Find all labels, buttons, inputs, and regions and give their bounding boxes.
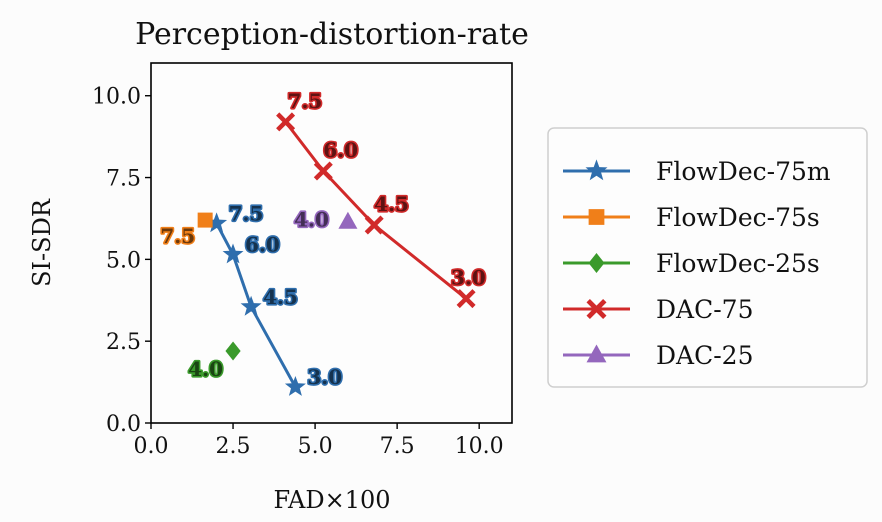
series-line <box>215 222 297 388</box>
x-tick-label: 5.0 <box>298 434 333 459</box>
data-label: 4.5 <box>263 285 298 309</box>
series-line <box>284 120 468 300</box>
legend-entry: FlowDec-75m <box>563 157 831 186</box>
data-label: 4.5 <box>374 192 409 216</box>
data-label: 7.5 <box>288 89 323 113</box>
legend-marker <box>586 299 607 319</box>
legend-box <box>547 127 868 388</box>
data-label: 4.0 <box>294 208 329 232</box>
data-point <box>206 212 228 233</box>
legend-label: DAC-75 <box>656 295 754 324</box>
data-label: 7.5 <box>229 201 264 225</box>
legend-marker <box>588 209 605 225</box>
legend-marker <box>585 159 608 181</box>
plot-area <box>150 62 513 424</box>
x-tick-label: 7.5 <box>380 434 415 459</box>
chart-title: Perception-distortion-rate <box>135 17 529 52</box>
legend-entry: DAC-75 <box>563 295 754 324</box>
y-tick-label: 5.0 <box>106 248 141 273</box>
legend: FlowDec-75m FlowDec-75s FlowDec-25s DAC-75 D… <box>547 127 868 388</box>
data-label: 6.0 <box>323 138 358 162</box>
y-axis-label: SI-SDR <box>28 198 56 287</box>
data-label: 3.0 <box>307 365 342 389</box>
legend-items: FlowDec-75m FlowDec-75s FlowDec-25s DAC-75 D… <box>563 157 831 370</box>
legend-marker <box>588 253 605 273</box>
data-point <box>240 295 262 316</box>
data-point <box>338 211 358 229</box>
y-tick-label: 0.0 <box>106 412 141 437</box>
series-dac-75: 7.5 6.0 4.5 3.0 <box>276 87 487 309</box>
x-tick-label: 0.0 <box>134 434 169 459</box>
x-axis-label: FAD×100 <box>273 486 390 514</box>
axis-ticks: 0.0 2.5 5.0 7.5 10.0 0.0 2.5 5.0 7.5 10.0 <box>92 85 504 459</box>
series-layer: 7.5 6.0 4.5 3.0 7.5 4.0 7.5 6.0 4.5 3.0 4.0 <box>159 87 487 396</box>
data-label: 4.0 <box>188 357 223 381</box>
data-label: 3.0 <box>451 266 486 290</box>
legend-label: FlowDec-75m <box>656 157 831 186</box>
data-label: 7.5 <box>160 224 195 248</box>
x-tick-label: 2.5 <box>216 434 251 459</box>
legend-label: FlowDec-75s <box>656 203 820 232</box>
data-point <box>197 212 213 228</box>
data-point <box>276 112 296 132</box>
legend-entry: DAC-25 <box>563 341 754 370</box>
y-tick-label: 7.5 <box>106 167 141 192</box>
x-tick-label: 10.0 <box>455 434 504 459</box>
y-tick-label: 10.0 <box>92 85 141 110</box>
series-flowdec-75m: 7.5 6.0 4.5 3.0 <box>206 200 344 396</box>
data-point <box>225 341 241 361</box>
series-flowdec-75s: 7.5 <box>159 212 213 250</box>
legend-entry: FlowDec-25s <box>563 249 820 278</box>
data-point <box>222 243 244 264</box>
data-point <box>284 376 306 396</box>
y-tick-label: 2.5 <box>106 330 141 355</box>
legend-entry: FlowDec-75s <box>563 203 820 232</box>
data-point <box>364 215 384 235</box>
data-label: 6.0 <box>245 232 280 256</box>
data-point <box>313 161 333 181</box>
series-flowdec-25s: 4.0 <box>187 341 241 383</box>
series-dac-25: 4.0 <box>293 206 358 233</box>
legend-label: DAC-25 <box>656 341 754 370</box>
data-point <box>456 289 476 309</box>
legend-label: FlowDec-25s <box>656 249 820 278</box>
legend-marker <box>586 344 607 363</box>
